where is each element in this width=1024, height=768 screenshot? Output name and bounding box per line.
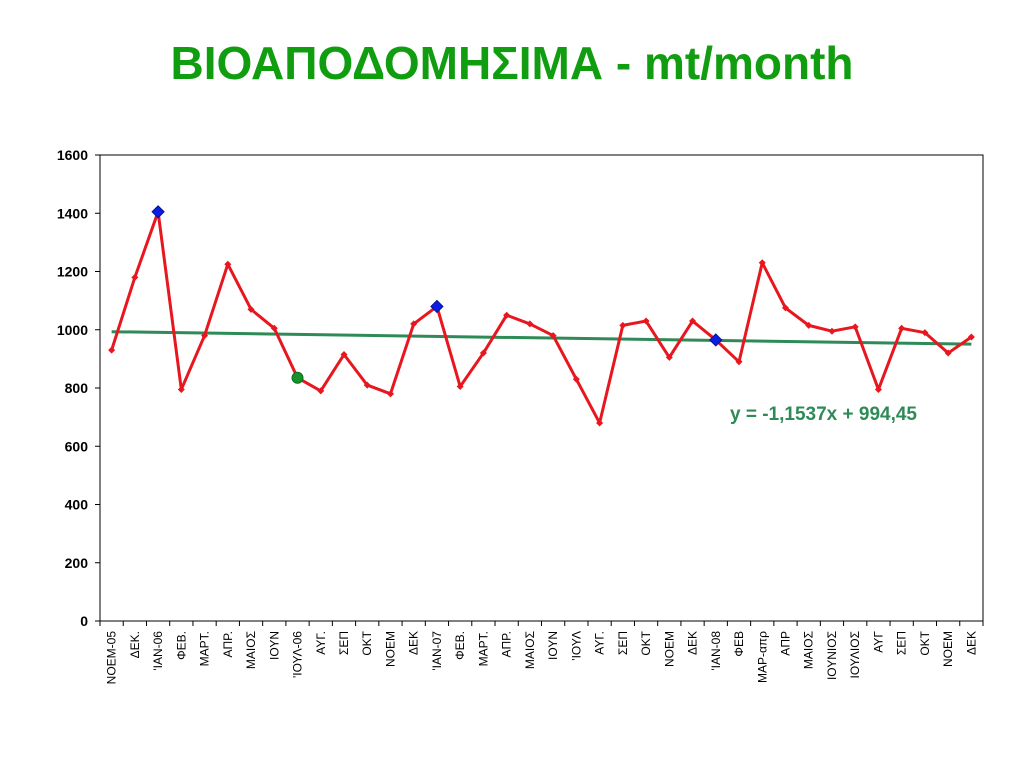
trendline	[111, 330, 972, 346]
data-point	[549, 332, 557, 340]
data-point-highlight	[151, 205, 165, 219]
data-point-highlight	[291, 371, 304, 384]
x-axis-ticks: ΝΟΕΜ-05 ΔΕΚ. 'ΙΑΝ-06 ΦΕΒ. ΜΑΡΤ. ΑΠΡ. ΜΑΙΟΣ ΙΟΥΝ…	[99, 621, 984, 685]
x-tick-label: 'ΙΟΥΛ	[569, 631, 583, 661]
y-tick-label: 400	[65, 497, 89, 513]
x-tick-label: 'ΙΑΝ-08	[709, 631, 723, 671]
x-tick-label: ΜΑΡ-απρ	[755, 631, 769, 683]
x-tick-label: ΜΑΙΟΣ	[244, 631, 258, 669]
data-point	[596, 419, 604, 427]
x-tick-label: ΣΕΠ	[895, 631, 909, 655]
x-tick-label: ΜΑΙΟΣ	[802, 631, 816, 669]
data-point	[340, 351, 348, 359]
data-point	[224, 260, 232, 268]
data-point	[898, 324, 906, 332]
x-tick-label: ΔΕΚ.	[128, 631, 142, 658]
x-tick-label: ΟΚΤ	[918, 630, 932, 655]
x-tick-label: ΔΕΚ	[686, 631, 700, 655]
data-point	[201, 332, 209, 340]
x-tick-label: ΔΕΚ	[407, 631, 421, 655]
data-point-highlight	[430, 299, 444, 314]
x-tick-label: ΑΠΡ.	[221, 631, 235, 657]
data-point	[944, 349, 952, 357]
data-point	[526, 320, 534, 328]
data-point-highlight	[709, 333, 723, 347]
x-tick-label: ΜΑΡΤ.	[476, 631, 490, 666]
y-tick-label: 0	[80, 613, 88, 629]
x-tick-label: ΟΚΤ	[360, 630, 374, 655]
x-tick-label: ΑΥΓ.	[314, 631, 328, 655]
x-tick-label: ΑΥΓ.	[593, 631, 607, 655]
data-point	[131, 273, 139, 281]
y-tick-label: 1400	[57, 205, 88, 221]
data-point	[619, 321, 627, 329]
y-tick-label: 200	[65, 555, 89, 571]
x-tick-label: ΜΑΙΟΣ	[523, 631, 537, 669]
y-tick-label: 1000	[57, 322, 88, 338]
data-point	[270, 324, 278, 332]
data-point	[874, 385, 882, 393]
data-point	[851, 323, 859, 331]
data-point	[386, 390, 394, 398]
data-point	[317, 387, 325, 395]
data-point	[479, 349, 487, 357]
data-point	[735, 358, 743, 366]
x-tick-label: ΣΕΠ	[337, 631, 351, 655]
data-point	[921, 329, 929, 337]
x-tick-label: ΜΑΡΤ.	[198, 631, 212, 666]
x-tick-label: ΑΠΡ	[778, 631, 792, 656]
x-tick-label: ΙΟΥΝ	[546, 631, 560, 660]
data-point	[967, 333, 975, 341]
x-tick-label: 'ΙΑΝ-07	[430, 631, 444, 671]
x-tick-label: ΝΟΕΜ	[383, 631, 397, 667]
x-tick-label: ΟΚΤ	[639, 630, 653, 655]
y-tick-label: 600	[65, 438, 89, 454]
trendline-equation: y = -1,1537x + 994,45	[730, 404, 917, 425]
data-point	[805, 321, 813, 329]
data-point	[665, 353, 673, 361]
data-point	[410, 320, 418, 328]
slide-title: ΒΙΟΑΠΟΔΟΜΗΣΙΜΑ - mt/month	[170, 37, 854, 89]
y-tick-label: 1600	[57, 147, 88, 163]
x-tick-label: ΑΥΓ	[871, 631, 885, 653]
x-tick-label: ΙΟΥΝΙΟΣ	[825, 631, 839, 680]
x-tick-label: ΑΠΡ.	[500, 631, 514, 657]
x-tick-label: ΙΟΥΛΙΟΣ	[848, 631, 862, 679]
series-line	[110, 210, 973, 425]
x-tick-label: ΔΕΚ	[964, 631, 978, 655]
plot-frame	[99, 154, 984, 622]
data-point	[642, 317, 650, 325]
x-tick-label: ΦΕΒ.	[453, 631, 467, 660]
y-tick-label: 800	[65, 380, 89, 396]
data-point	[572, 375, 580, 383]
x-tick-label: ΝΟΕΜ	[941, 631, 955, 667]
x-tick-label: ΝΟΕΜ-05	[105, 631, 119, 685]
y-axis-ticks: 0 200 400 600 800 1000 1200 1400 1600	[57, 147, 100, 629]
data-point	[108, 346, 116, 354]
y-tick-label: 1200	[57, 264, 88, 280]
data-point	[758, 259, 766, 267]
x-tick-label: 'ΙΟΥΛ-06	[291, 631, 305, 678]
data-point	[456, 383, 464, 391]
x-tick-label: ΦΕΒ	[732, 631, 746, 657]
data-point	[503, 311, 511, 319]
x-tick-label: 'ΙΑΝ-06	[151, 631, 165, 671]
data-points	[108, 205, 975, 427]
data-point	[689, 317, 697, 325]
x-tick-label: ΙΟΥΝ	[267, 631, 281, 660]
x-tick-label: ΣΕΠ	[616, 631, 630, 655]
x-tick-label: ΦΕΒ.	[174, 631, 188, 660]
data-point	[247, 305, 255, 313]
data-point	[177, 385, 185, 393]
data-point	[781, 304, 789, 312]
data-point	[828, 327, 836, 335]
data-point	[363, 381, 371, 389]
x-tick-label: ΝΟΕΜ	[662, 631, 676, 667]
